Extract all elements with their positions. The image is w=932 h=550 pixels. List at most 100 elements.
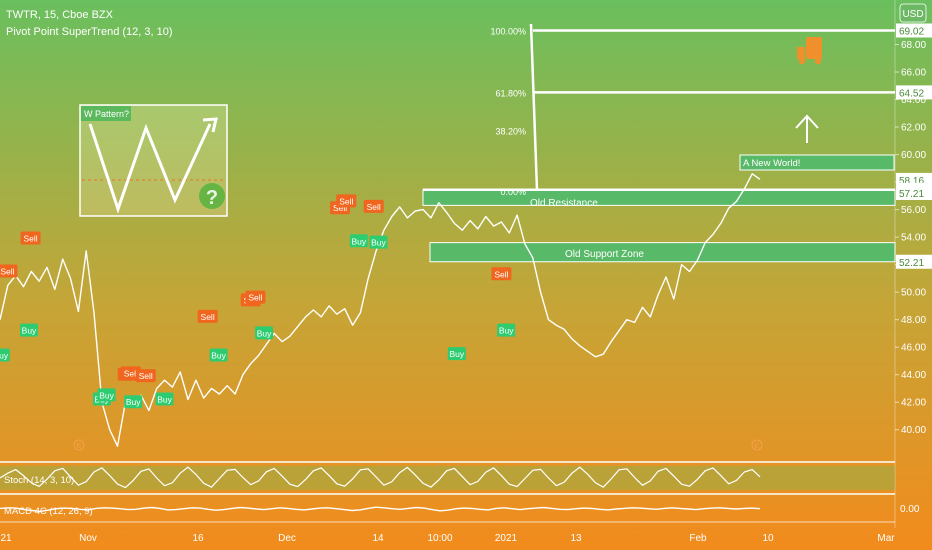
truck-icon	[797, 37, 822, 65]
w-pattern-annotation[interactable]: W Pattern? ?	[79, 104, 228, 217]
sell-signal[interactable]	[20, 231, 41, 245]
price-tick-label: 64.00	[901, 95, 926, 106]
buy-signal[interactable]	[124, 395, 143, 409]
stoch-pane-band	[0, 466, 895, 490]
svg-text:E: E	[755, 443, 760, 450]
price-tag: 64.52	[899, 88, 924, 99]
old-resistance-label: Old Resistance	[530, 198, 598, 209]
macd-axis-tick: 0.00	[900, 504, 920, 515]
price-tick-label: 44.00	[901, 370, 926, 381]
buy-signal-label: Buy	[0, 350, 9, 360]
sell-signal-label: Sell	[23, 234, 37, 244]
price-tick-label: 46.00	[901, 343, 926, 354]
price-tag: 57.21	[899, 189, 924, 200]
time-tick-label: 10:00	[427, 533, 452, 544]
price-tick-label: 60.00	[901, 150, 926, 161]
macd-line[interactable]	[0, 506, 761, 513]
time-tick-label: Mar	[877, 533, 895, 544]
time-tick-label: 2021	[495, 533, 518, 544]
w-shape	[88, 123, 212, 214]
time-tick-label: 16	[192, 533, 204, 544]
currency-badge[interactable]	[899, 3, 927, 23]
stoch-line[interactable]	[0, 466, 761, 489]
fib-level-label: 61.80%	[495, 88, 526, 98]
price-tick-label: 50.00	[901, 288, 926, 299]
buy-signal[interactable]	[19, 323, 38, 337]
fib-level-label: 38.20%	[495, 127, 526, 137]
price-tag-bg	[896, 23, 932, 38]
buy-signal-label: Buy	[157, 394, 172, 404]
buy-signal-label: Buy	[22, 326, 37, 336]
buy-signal[interactable]	[447, 347, 466, 361]
sell-signal-label: Sell	[333, 203, 347, 213]
macd-label: MACD 4C (12, 26, 9)	[4, 506, 93, 517]
sell-signal[interactable]	[491, 267, 512, 281]
question-circle-icon	[199, 183, 225, 209]
sell-signal-label: Sell	[367, 202, 381, 212]
buy-signal-label: Buy	[211, 350, 226, 360]
fib-level-label: 0.00%	[500, 187, 526, 197]
buy-signal[interactable]	[255, 326, 274, 340]
question-mark: ?	[206, 187, 218, 209]
time-tick-label: 14	[372, 533, 384, 544]
stoch-label: Stoch (14, 3, 10)	[4, 475, 74, 486]
price-tag-bg	[896, 185, 932, 200]
price-tick-label: 54.00	[901, 233, 926, 244]
time-tick-label: Feb	[689, 533, 707, 544]
w-shape-arrowhead-icon	[202, 117, 218, 133]
buy-signal[interactable]	[97, 388, 116, 402]
sell-signal-label: Sell	[0, 267, 14, 277]
w-pattern-label: W Pattern?	[84, 109, 129, 119]
price-tag-bg	[896, 254, 932, 269]
sell-signal-label: Sell	[339, 196, 353, 206]
time-tick-label: 13	[570, 533, 582, 544]
price-tick-label: 42.00	[901, 398, 926, 409]
sell-signal[interactable]	[245, 290, 266, 304]
new-world-label: A New World!	[743, 158, 800, 169]
price-tag: 58.16	[899, 176, 924, 187]
price-tick-label: 62.00	[901, 123, 926, 134]
sell-signal[interactable]	[197, 309, 218, 323]
sell-signal[interactable]	[135, 369, 156, 383]
indicator-title[interactable]: Pivot Point SuperTrend (12, 3, 10)	[6, 26, 173, 38]
earnings-marker-2[interactable]: E	[751, 439, 763, 451]
sell-signal[interactable]	[0, 264, 18, 278]
old-support-zone[interactable]: Old Support Zone	[429, 242, 896, 263]
sell-signal-label: Sell	[201, 312, 215, 322]
sell-signal-label: Sell	[124, 368, 138, 378]
old-support-rect	[429, 242, 896, 263]
currency-label: USD	[902, 9, 923, 20]
sell-signal[interactable]	[363, 199, 384, 213]
time-axis[interactable]: 21 Nov 16 Dec 14 10:00 2021 13 Feb 10 Mar	[0, 533, 895, 544]
price-tag-bg	[896, 85, 932, 100]
time-tick-label: 10	[762, 533, 774, 544]
time-tick-label: Nov	[79, 533, 97, 544]
symbol-title[interactable]: TWTR, 15, Cboe BZX	[6, 9, 114, 21]
sell-signal-label: Sell	[494, 269, 508, 279]
time-tick-label: Dec	[278, 533, 296, 544]
price-tick-label: 66.00	[901, 68, 926, 79]
buy-signal-label: Buy	[99, 390, 114, 400]
sell-signal-label: Sell	[248, 293, 262, 303]
svg-text:E: E	[77, 443, 82, 450]
buy-signal[interactable]	[369, 235, 388, 249]
buy-signal[interactable]	[349, 234, 368, 248]
price-axis[interactable]: 40.0042.0044.0046.0048.0050.0052.0054.00…	[895, 23, 932, 436]
buy-signal[interactable]	[209, 348, 228, 362]
buy-signal[interactable]	[155, 392, 174, 406]
buy-signal-label: Buy	[499, 326, 514, 336]
buy-signal[interactable]	[0, 348, 10, 362]
old-resistance-rect	[422, 189, 896, 206]
up-arrowhead-icon	[795, 114, 819, 129]
price-tick-label: 40.00	[901, 425, 926, 436]
sell-signal[interactable]	[336, 194, 357, 208]
earnings-marker[interactable]: E	[73, 439, 85, 451]
buy-signal[interactable]	[497, 323, 516, 337]
new-world-box	[739, 154, 895, 171]
buy-signal-label: Buy	[257, 328, 272, 338]
fib-trend-line	[529, 23, 539, 191]
new-world-annotation[interactable]: A New World!	[739, 114, 895, 171]
fibonacci-retracement[interactable]: 100.00% 61.80% 38.20% 0.00%	[423, 26, 895, 197]
